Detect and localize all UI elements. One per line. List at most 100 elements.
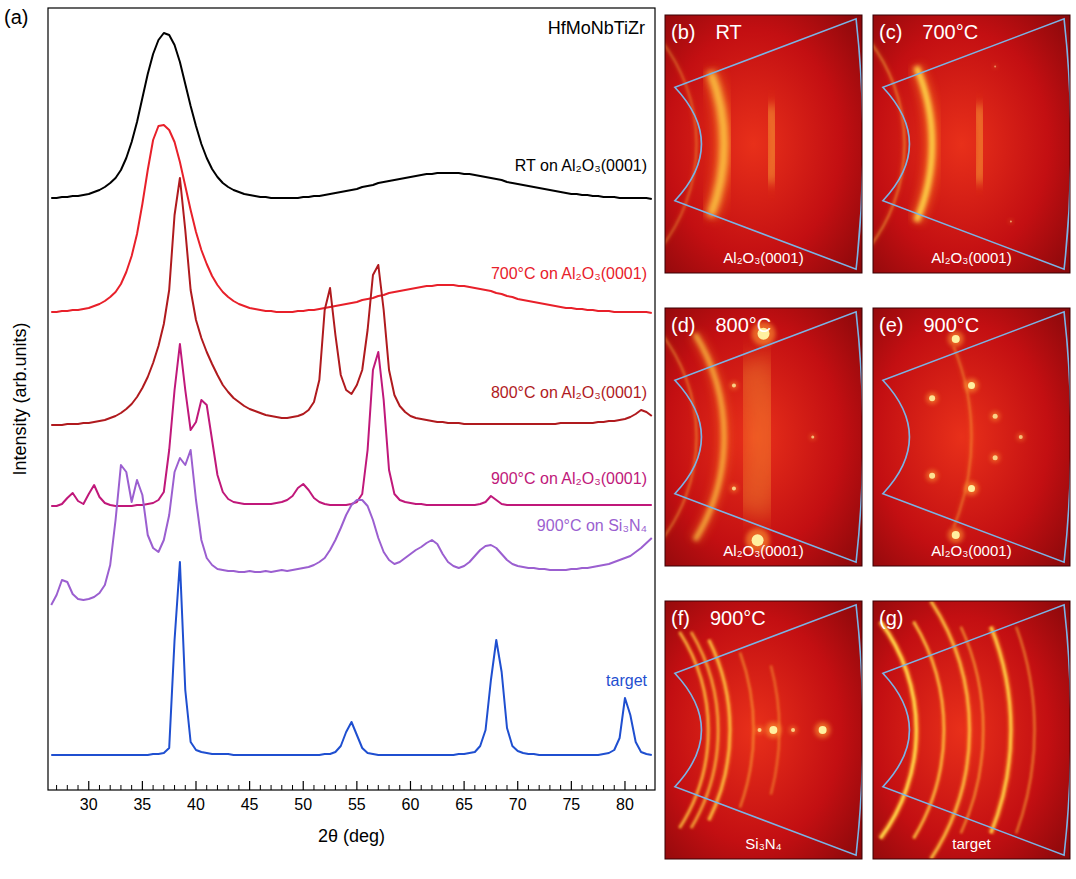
x-tick <box>249 781 250 790</box>
x-minor-tick <box>335 785 336 790</box>
x-minor-tick <box>431 785 432 790</box>
x-tick-label: 45 <box>241 796 259 813</box>
spot-glow <box>990 411 1000 421</box>
image-content <box>873 601 1070 859</box>
diffraction-spot <box>1019 435 1023 439</box>
image-panel: (e)900°CAl₂O₃(0001) <box>873 308 1071 566</box>
curve-label: 700°C on Al₂O₃(0001) <box>491 265 647 282</box>
x-minor-tick <box>313 785 314 790</box>
ring-glow <box>709 640 730 821</box>
ring-glow <box>665 329 697 546</box>
detector-outline <box>675 312 862 562</box>
diffraction-ring <box>740 653 754 808</box>
xrd-curve <box>51 562 652 755</box>
x-minor-tick <box>367 785 368 790</box>
x-tick <box>624 781 625 790</box>
diffraction-spot <box>993 455 998 460</box>
x-minor-tick <box>453 785 454 790</box>
image-content <box>665 601 862 859</box>
x-minor-tick <box>217 785 218 790</box>
x-tick-label: 50 <box>294 796 312 813</box>
ring-glow <box>991 627 1011 833</box>
x-minor-tick <box>228 785 229 790</box>
panel-letter: (c) <box>879 21 902 43</box>
image-frame <box>873 15 1070 273</box>
curve-label: 900°C on Si₃N₄ <box>537 517 647 534</box>
curves <box>51 33 652 755</box>
x-minor-tick <box>271 785 272 790</box>
diffraction-spot <box>929 473 935 479</box>
figure: 30354045505560657075802θ (deg)Intensity … <box>0 0 1076 879</box>
diffraction-ring <box>916 67 932 222</box>
diffraction-ring <box>880 622 916 839</box>
diffraction-spot <box>994 66 996 68</box>
plot-frame <box>48 8 655 790</box>
ring-glow <box>954 347 972 528</box>
ring-glow <box>665 36 697 253</box>
panel-letter: (g) <box>879 607 903 629</box>
x-tick <box>88 781 89 790</box>
x-minor-tick <box>238 785 239 790</box>
panel-letter: (d) <box>671 314 695 336</box>
panel-letter: (a) <box>4 6 28 28</box>
ring-glow <box>1016 627 1034 833</box>
diffraction-ring <box>914 622 944 839</box>
diffraction-ring <box>954 347 972 528</box>
diffraction-spot <box>758 728 762 732</box>
x-minor-tick <box>421 785 422 790</box>
diffraction-spot <box>968 382 975 389</box>
x-tick-label: 60 <box>402 796 420 813</box>
panel-letter: (e) <box>879 314 903 336</box>
curve-label: target <box>606 672 647 689</box>
panel-substrate: Si₃N₄ <box>745 835 781 852</box>
panel-title: 900°C <box>923 314 979 336</box>
x-axis-title: 2θ (deg) <box>318 826 385 846</box>
xrd-curve <box>51 344 652 506</box>
x-minor-tick <box>281 785 282 790</box>
image-panel: (d) 800°C Al₂O₃(0001) <box>657 308 863 566</box>
image-background <box>665 601 862 859</box>
x-minor-tick <box>507 785 508 790</box>
diffraction-ring <box>978 105 981 182</box>
image-content <box>873 15 1070 273</box>
xrd-curve <box>51 33 652 199</box>
panel-substrate: Al₂O₃(0001) <box>723 542 803 559</box>
ring-glow <box>914 622 944 839</box>
spot-glow <box>926 470 938 482</box>
xrd-curve <box>51 125 652 313</box>
y-axis-title: Intensity (arb.units) <box>10 322 30 475</box>
x-minor-tick <box>153 785 154 790</box>
panel-title: 800°C <box>715 314 771 336</box>
x-tick <box>356 781 357 790</box>
spot-glow <box>1017 433 1025 441</box>
image-panel: (g)target <box>873 601 1071 859</box>
x-minor-tick <box>346 785 347 790</box>
x-minor-tick <box>120 785 121 790</box>
spot-glow <box>1009 219 1013 223</box>
image-content <box>873 308 1070 566</box>
x-minor-tick <box>67 785 68 790</box>
x-minor-tick <box>442 785 443 790</box>
x-minor-tick <box>292 785 293 790</box>
diffraction-ring <box>750 360 763 515</box>
x-minor-tick <box>528 785 529 790</box>
image-frame <box>665 308 862 566</box>
x-minor-tick <box>389 785 390 790</box>
panel-substrate: Al₂O₃(0001) <box>723 249 803 266</box>
detector-outline <box>883 605 1070 855</box>
detector-outline <box>675 19 862 269</box>
diffraction-spot <box>819 726 827 734</box>
spot-glow <box>948 527 964 543</box>
diffraction-spot <box>1010 220 1012 222</box>
x-minor-tick <box>260 785 261 790</box>
x-tick <box>464 781 465 790</box>
x-minor-tick <box>485 785 486 790</box>
curve-label: RT on Al₂O₃(0001) <box>515 157 647 174</box>
detector-outline <box>883 19 1070 269</box>
spot-glow <box>965 378 979 392</box>
diffraction-spot <box>952 531 960 539</box>
spot-glow <box>993 65 997 69</box>
x-minor-tick <box>474 785 475 790</box>
curve-label: 900°C on Al₂O₃(0001) <box>491 470 647 487</box>
panel-title: RT <box>715 21 741 43</box>
